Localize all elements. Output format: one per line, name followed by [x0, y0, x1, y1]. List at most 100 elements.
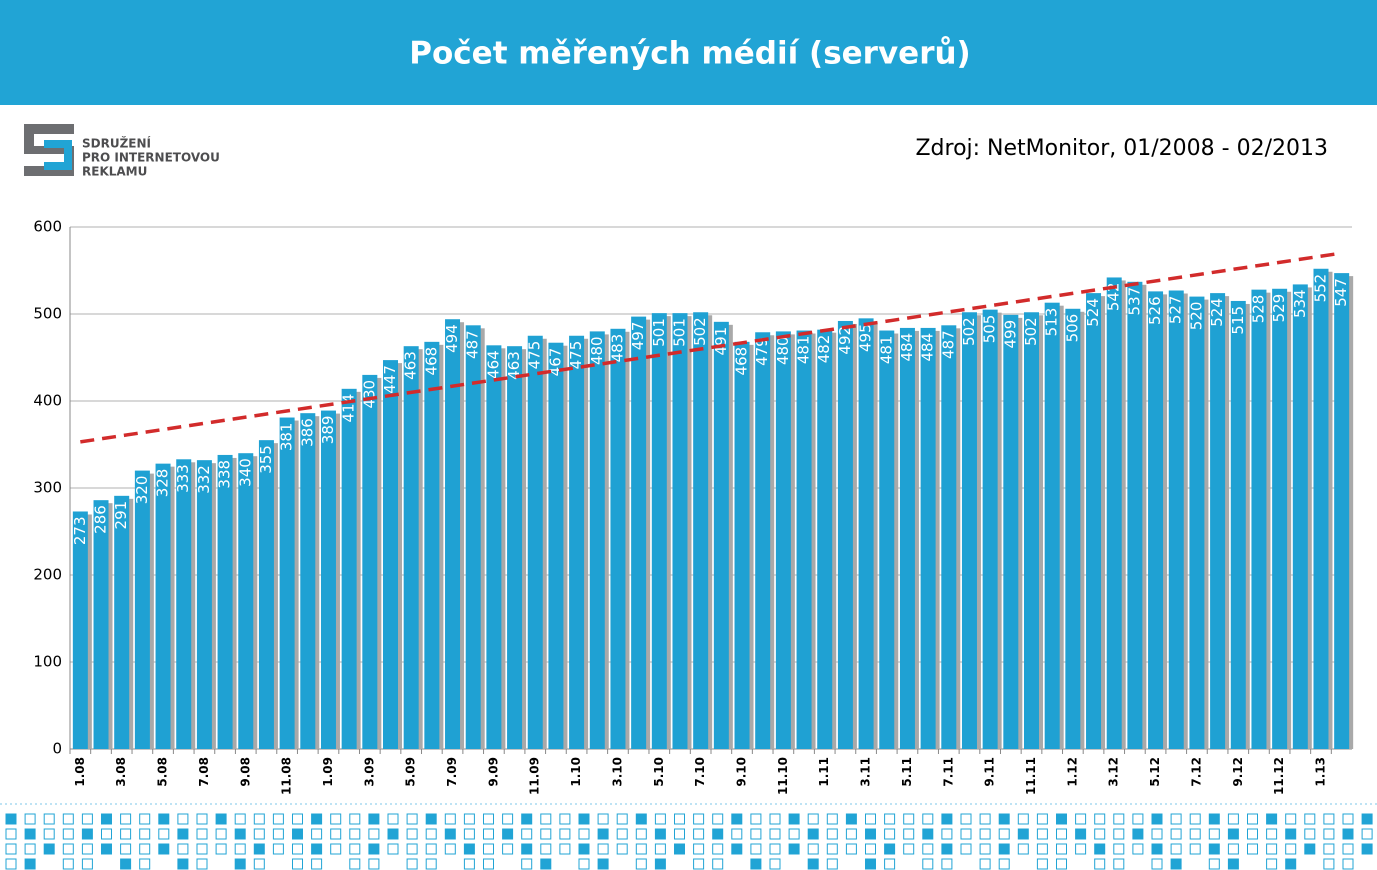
- value-label: 520: [1187, 302, 1205, 331]
- trend-line: [80, 251, 1342, 444]
- deco-square: [158, 813, 170, 825]
- value-label: 381: [278, 423, 296, 452]
- deco-square: [1208, 843, 1220, 855]
- deco-square: [1151, 843, 1163, 855]
- value-label: 501: [650, 318, 668, 347]
- deco-square: [712, 843, 724, 855]
- deco-square: [387, 828, 399, 840]
- x-tick-label: 5.08: [156, 757, 170, 787]
- y-tick-label: 200: [33, 566, 62, 584]
- bar: [1168, 290, 1184, 749]
- value-label: 475: [567, 341, 585, 370]
- bar: [982, 309, 998, 749]
- deco-square: [463, 843, 475, 855]
- deco-square: [120, 843, 132, 855]
- deco-square: [1227, 858, 1239, 870]
- bar: [196, 460, 212, 749]
- deco-square: [1056, 828, 1067, 840]
- value-label: 494: [443, 324, 461, 353]
- deco-square: [1056, 843, 1067, 855]
- deco-square: [1323, 843, 1335, 855]
- deco-square: [1323, 828, 1335, 840]
- bar: [941, 325, 957, 749]
- deco-square: [101, 813, 112, 825]
- bar: [403, 346, 419, 749]
- x-tick-label: 1.09: [321, 757, 335, 787]
- bar: [899, 327, 915, 749]
- deco-square: [120, 813, 132, 825]
- deco-square: [311, 828, 323, 840]
- bar: [1086, 293, 1102, 749]
- deco-square: [635, 813, 647, 825]
- deco-square: [597, 828, 609, 840]
- deco-square: [1361, 843, 1373, 855]
- bar: [858, 318, 874, 749]
- bar: [1189, 296, 1205, 749]
- deco-square: [1151, 858, 1163, 870]
- deco-square: [540, 828, 552, 840]
- value-label: 389: [319, 416, 337, 445]
- deco-square: [1170, 828, 1182, 840]
- deco-square: [750, 813, 762, 825]
- deco-square: [158, 843, 170, 855]
- deco-square: [884, 858, 896, 870]
- logo-text: PRO INTERNETOVOU: [82, 151, 220, 165]
- x-tick-label: 9.08: [238, 757, 252, 787]
- deco-square: [903, 828, 915, 840]
- deco-square: [483, 858, 494, 870]
- deco-square: [941, 843, 953, 855]
- bar: [383, 360, 398, 749]
- value-label: 463: [402, 351, 420, 380]
- deco-square: [253, 843, 265, 855]
- deco-square: [43, 843, 55, 855]
- bar: [114, 495, 130, 749]
- deco-square: [81, 813, 93, 825]
- bar: [920, 327, 936, 749]
- deco-square: [1208, 813, 1220, 825]
- bar: [548, 342, 564, 749]
- deco-square: [1151, 813, 1163, 825]
- bar: [589, 331, 605, 749]
- deco-square: [368, 843, 380, 855]
- deco-square: [1113, 828, 1125, 840]
- value-label: 414: [340, 394, 358, 423]
- deco-square: [998, 843, 1010, 855]
- deco-square: [540, 843, 552, 855]
- deco-square: [884, 813, 896, 825]
- deco-square: [1113, 843, 1125, 855]
- deco-square: [1075, 813, 1087, 825]
- value-label: 534: [1291, 289, 1309, 318]
- value-label: 495: [857, 323, 875, 352]
- deco-square: [1017, 813, 1029, 825]
- deco-square: [139, 858, 151, 870]
- value-label: 492: [836, 326, 854, 355]
- bar: [486, 345, 502, 749]
- deco-square: [826, 813, 838, 825]
- deco-square: [1361, 813, 1373, 825]
- value-label: 547: [1332, 278, 1350, 307]
- deco-square: [865, 813, 876, 825]
- deco-square: [788, 828, 800, 840]
- deco-square: [196, 858, 208, 870]
- value-label: 487: [464, 330, 482, 359]
- bar: [465, 325, 481, 749]
- y-tick-label: 0: [52, 740, 62, 758]
- bar: [279, 417, 295, 749]
- deco-square: [941, 813, 953, 825]
- x-tick-label: 9.10: [735, 757, 749, 787]
- deco-square: [81, 843, 93, 855]
- deco-square: [960, 828, 972, 840]
- value-label: 515: [1229, 306, 1247, 335]
- x-tick-label: 5.10: [652, 757, 666, 787]
- deco-square: [349, 828, 361, 840]
- deco-square: [292, 828, 303, 840]
- deco-square: [597, 858, 609, 870]
- deco-square: [139, 828, 151, 840]
- deco-square: [865, 858, 876, 870]
- bar: [72, 511, 88, 749]
- bar: [217, 454, 233, 749]
- bar: [1127, 281, 1143, 749]
- deco-square: [1075, 843, 1087, 855]
- deco-square: [1017, 828, 1029, 840]
- deco-square: [1266, 813, 1278, 825]
